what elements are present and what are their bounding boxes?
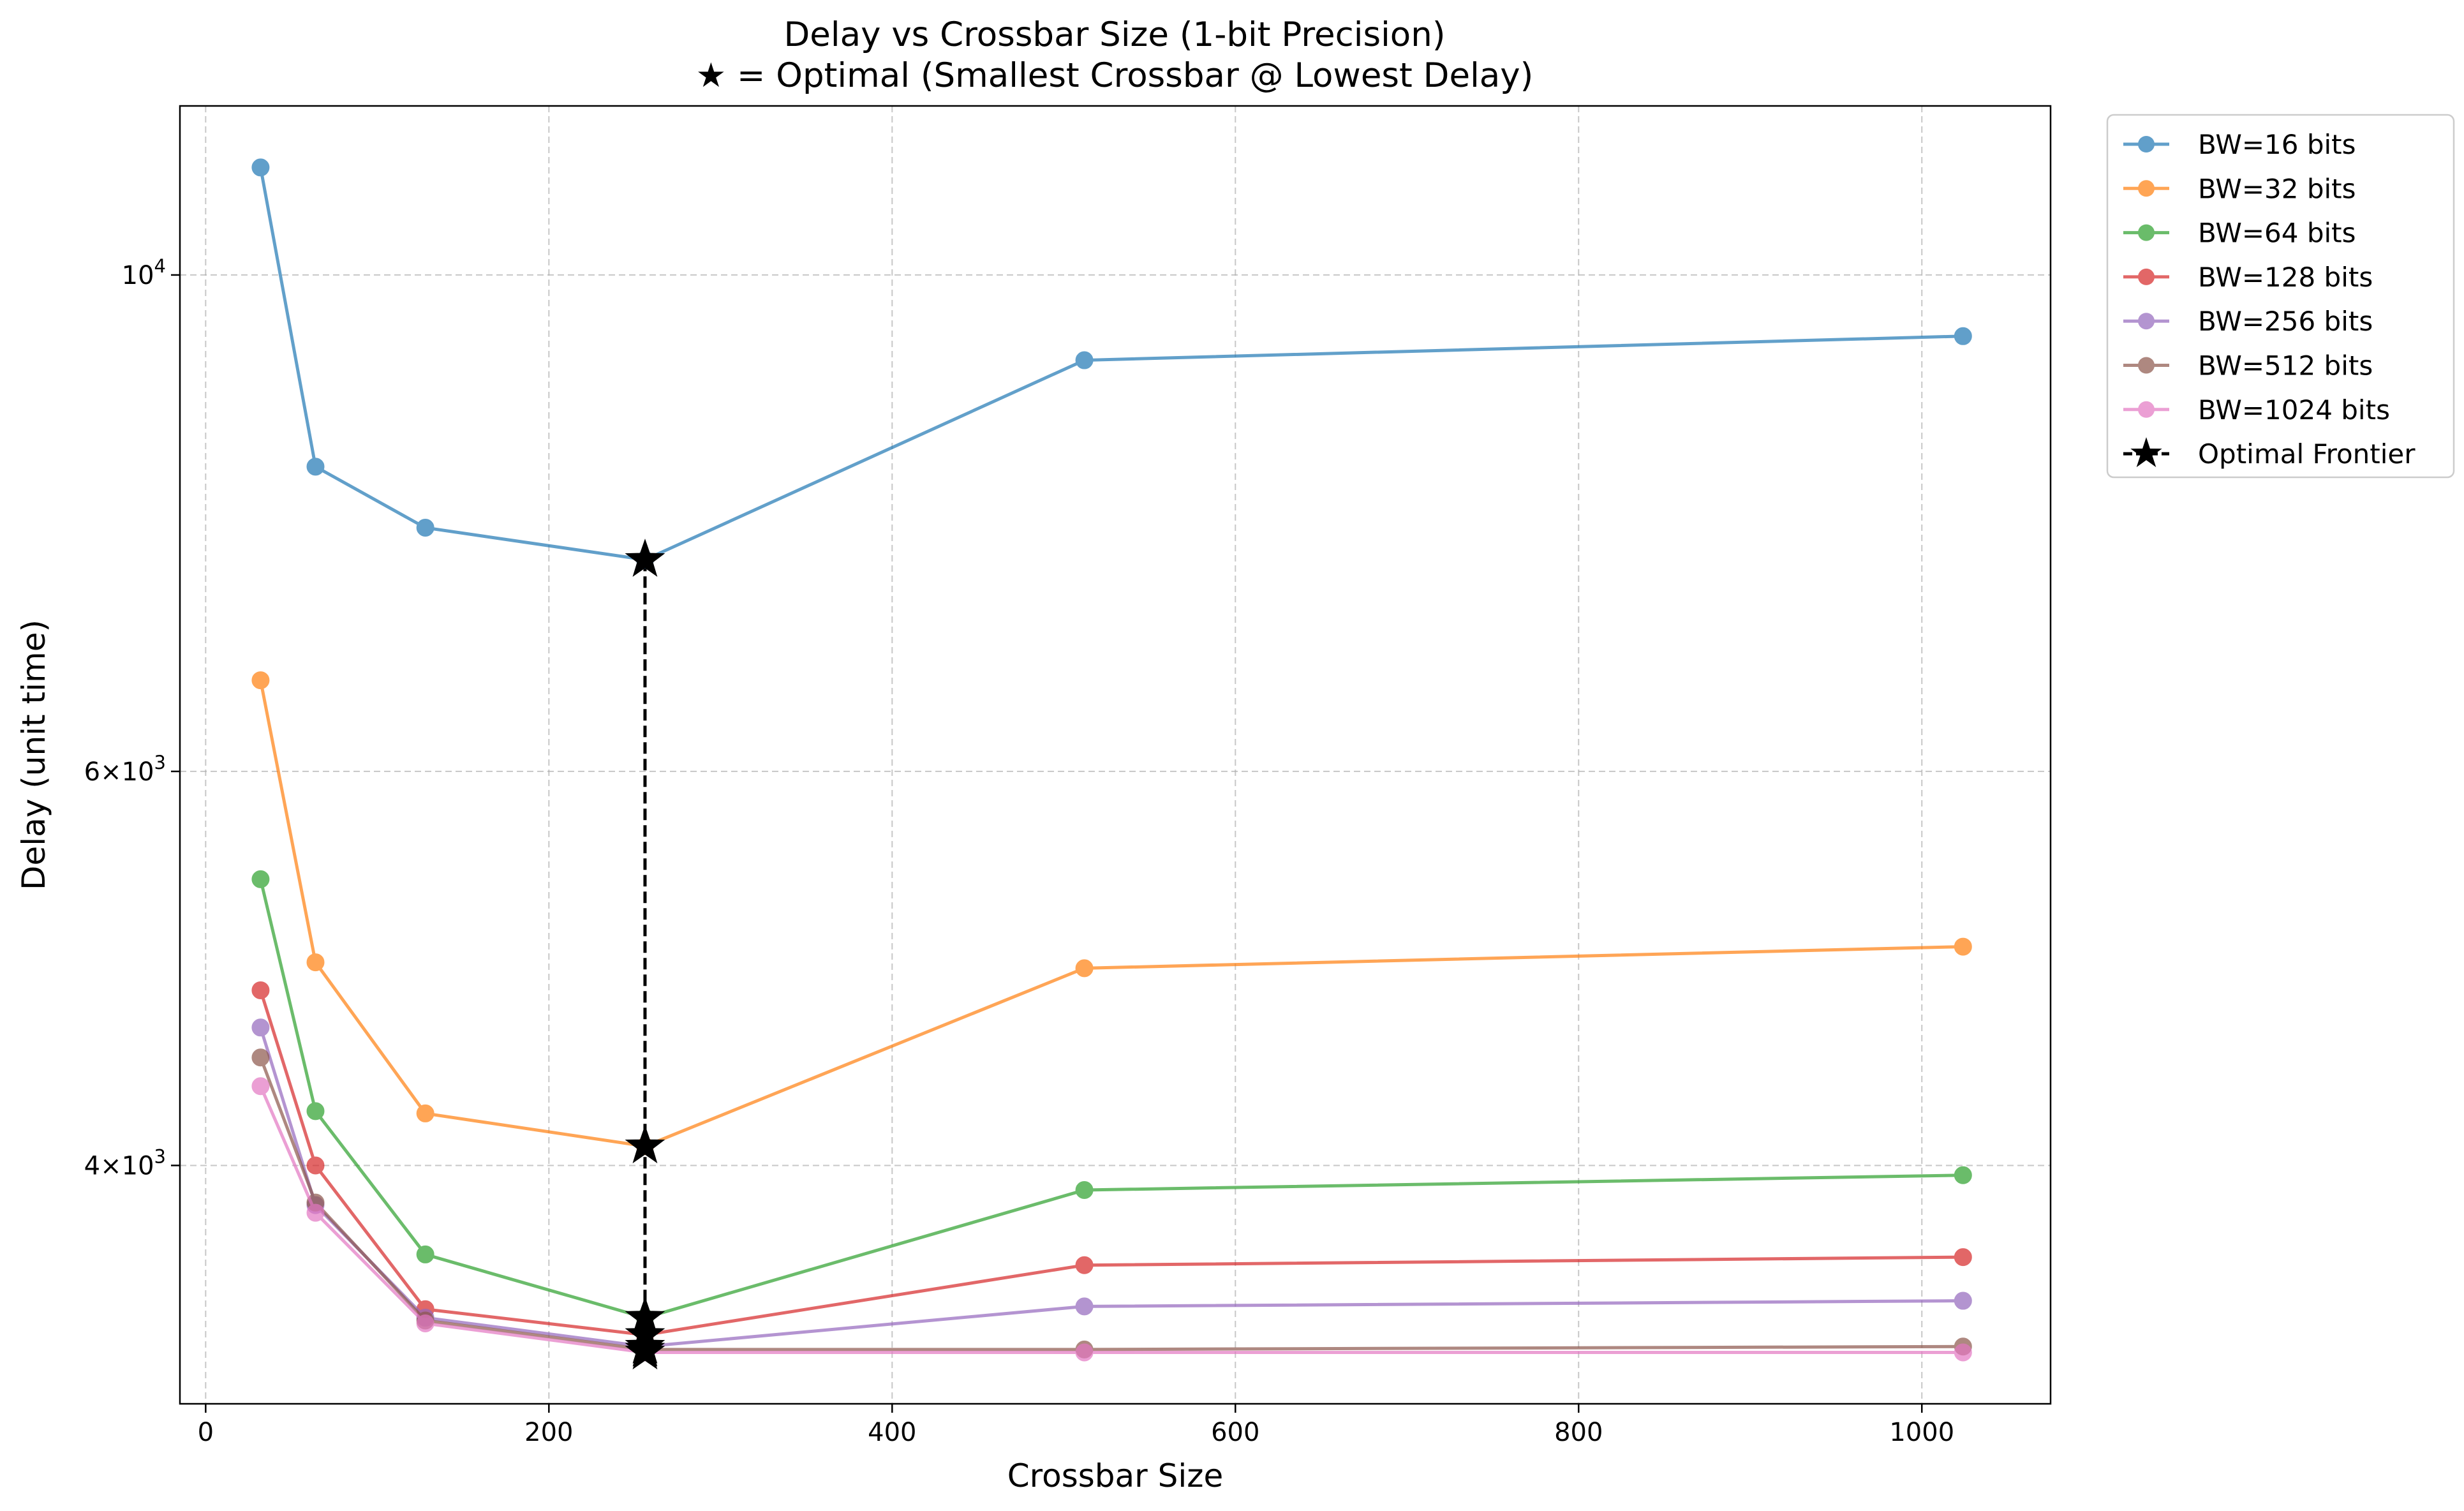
legend-entry: BW=64 bits bbox=[2123, 218, 2356, 249]
star-layer bbox=[625, 539, 665, 1370]
legend-label: BW=1024 bits bbox=[2198, 394, 2390, 426]
legend-swatch bbox=[2123, 357, 2169, 374]
series-point bbox=[1075, 1297, 1094, 1316]
optimal-star-marker bbox=[625, 1331, 665, 1370]
legend-label: BW=64 bits bbox=[2198, 218, 2356, 249]
legend-swatch-star bbox=[2130, 437, 2162, 468]
y-tick-label: 4×103 bbox=[84, 1145, 166, 1180]
series-point bbox=[416, 1245, 434, 1263]
series-line bbox=[258, 879, 1963, 1320]
legend: BW=16 bits BW=32 bits BW=64 bits BW=128 bit… bbox=[2106, 114, 2455, 479]
series-point bbox=[251, 870, 270, 888]
y-tick-label: 104 bbox=[122, 255, 166, 290]
y-axis-label: Delay (unit time) bbox=[15, 620, 52, 890]
legend-entry: BW=32 bits bbox=[2123, 173, 2356, 204]
legend-swatch-marker bbox=[2138, 313, 2155, 330]
legend-label: BW=128 bits bbox=[2198, 262, 2373, 293]
series-line bbox=[259, 990, 1963, 1337]
legend-swatch bbox=[2123, 401, 2169, 418]
legend-label: Optimal Frontier bbox=[2198, 438, 2416, 470]
legend-entry: BW=256 bits bbox=[2123, 306, 2373, 337]
series-point bbox=[251, 1077, 270, 1096]
legend-label: BW=256 bits bbox=[2198, 306, 2373, 337]
series-point bbox=[1075, 959, 1094, 978]
x-axis-label: Crossbar Size bbox=[1007, 1457, 1224, 1494]
series-line bbox=[258, 680, 1963, 1148]
legend-swatch-marker bbox=[2138, 268, 2155, 285]
legend-swatch-marker bbox=[2138, 357, 2155, 374]
legend-entry: Optimal Frontier bbox=[2123, 437, 2416, 470]
series-point bbox=[1075, 1343, 1094, 1362]
legend-label: BW=32 bits bbox=[2198, 173, 2356, 204]
x-tick-label: 400 bbox=[868, 1418, 916, 1447]
optimal-star-marker bbox=[625, 539, 665, 577]
series-layer bbox=[251, 158, 1972, 1362]
chart-subtitle: ★ = Optimal (Smallest Crossbar @ Lowest … bbox=[696, 56, 1534, 95]
legend-box bbox=[2106, 114, 2455, 479]
series-point bbox=[416, 1104, 434, 1122]
legend-swatch-marker bbox=[2138, 136, 2155, 153]
series-point bbox=[1954, 1166, 1972, 1184]
x-tick-label: 800 bbox=[1554, 1418, 1603, 1447]
chart-title: Delay vs Crossbar Size (1-bit Precision) bbox=[783, 15, 1445, 54]
legend-entry: BW=128 bits bbox=[2123, 262, 2373, 293]
series-point bbox=[251, 671, 270, 690]
series-point bbox=[306, 1203, 325, 1222]
y-axis-ticks: 4×103 6×103 104 bbox=[84, 255, 180, 1180]
x-tick-label: 600 bbox=[1211, 1418, 1259, 1447]
series-line bbox=[258, 167, 1963, 562]
series-point bbox=[416, 519, 434, 537]
legend-swatch bbox=[2123, 313, 2169, 330]
legend-swatch bbox=[2123, 136, 2169, 153]
grid-layer bbox=[180, 106, 2051, 1404]
series-point bbox=[416, 1314, 434, 1332]
series-point bbox=[251, 1018, 270, 1037]
series-point bbox=[1954, 327, 1972, 345]
legend-swatch bbox=[2123, 180, 2169, 197]
series-point bbox=[1954, 1343, 1972, 1362]
series-point bbox=[251, 158, 270, 177]
legend-swatch-marker bbox=[2138, 401, 2155, 418]
legend-label: BW=512 bits bbox=[2198, 350, 2373, 382]
series-point bbox=[1075, 1256, 1094, 1274]
x-axis-ticks: 0 200 400 600 800 1000 bbox=[198, 1404, 1954, 1447]
series-point bbox=[1954, 937, 1972, 956]
series-point bbox=[1954, 1248, 1972, 1267]
legend-swatch bbox=[2123, 224, 2169, 241]
x-tick-label: 200 bbox=[524, 1418, 573, 1447]
legend-swatch bbox=[2123, 268, 2169, 285]
series-point bbox=[306, 1102, 325, 1120]
optimal-star-marker bbox=[625, 1125, 665, 1164]
plot-area-frame bbox=[179, 105, 2052, 1405]
x-tick-label: 0 bbox=[198, 1418, 214, 1447]
series-point bbox=[1954, 1291, 1972, 1310]
series-point bbox=[306, 458, 325, 476]
series-point bbox=[306, 1156, 325, 1175]
series-point bbox=[251, 1048, 270, 1067]
y-tick-label: 6×103 bbox=[84, 752, 166, 787]
series-point bbox=[1075, 1181, 1094, 1200]
series-line bbox=[259, 1057, 1963, 1351]
legend-swatch-marker bbox=[2138, 180, 2155, 197]
series-point bbox=[251, 981, 270, 999]
legend-entry: BW=1024 bits bbox=[2123, 394, 2390, 426]
series-point bbox=[306, 953, 325, 972]
x-tick-label: 1000 bbox=[1889, 1418, 1954, 1447]
series-line bbox=[259, 1085, 1963, 1354]
legend-label: BW=16 bits bbox=[2198, 129, 2356, 160]
legend-swatch-marker bbox=[2138, 224, 2155, 241]
legend-entry: BW=16 bits bbox=[2123, 129, 2356, 160]
legend-entry: BW=512 bits bbox=[2123, 350, 2373, 382]
series-point bbox=[1075, 351, 1094, 369]
